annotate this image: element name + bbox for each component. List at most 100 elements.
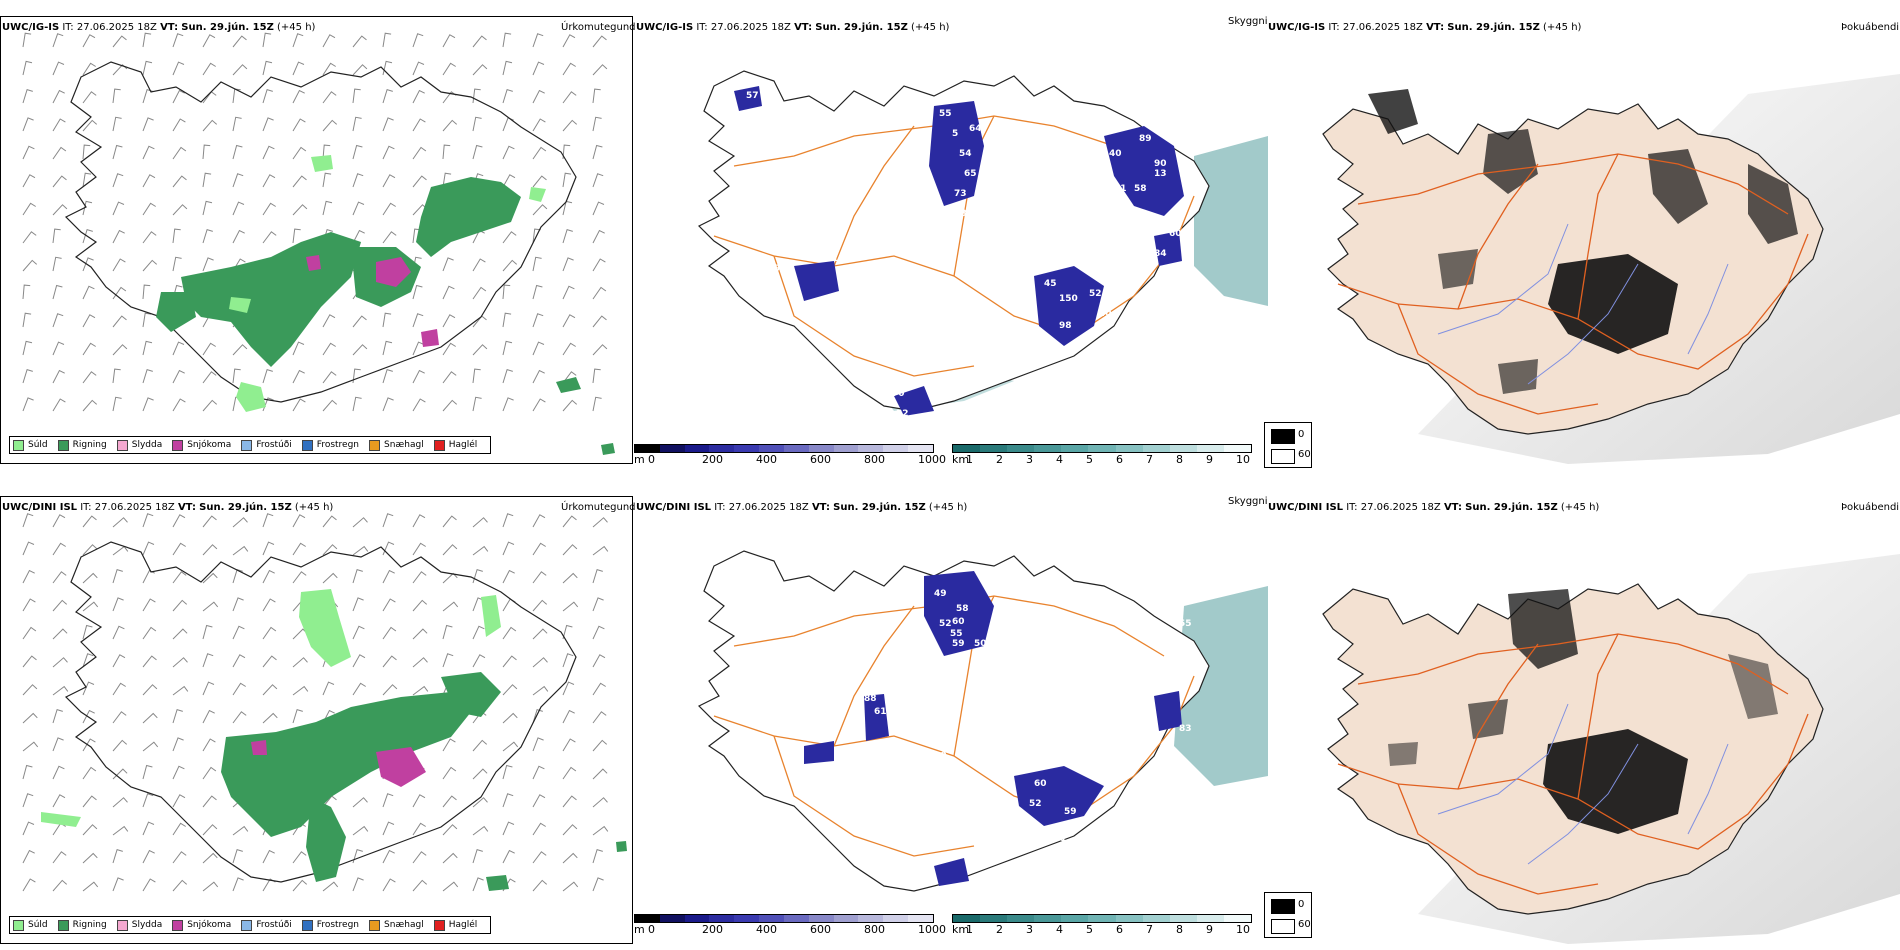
wind-barb [442, 314, 456, 328]
wind-barb [352, 88, 361, 104]
wind-barb [142, 655, 157, 668]
colorbar-tick: 4 [1056, 453, 1063, 466]
wind-barb [112, 64, 128, 76]
legend-swatch [13, 919, 24, 931]
wind-barb [142, 312, 152, 328]
visibility-sea-area [1194, 136, 1268, 306]
wind-barb [142, 117, 154, 132]
cloud-base-label: 83 [1179, 724, 1192, 734]
wind-barb [412, 571, 427, 584]
wind-barb [292, 341, 305, 356]
fog-panel-bottom [1268, 514, 1900, 944]
wind-barb [382, 513, 394, 528]
wind-barb [172, 708, 183, 724]
wind-barb [562, 624, 573, 640]
wind-barb [202, 852, 218, 864]
wind-barb [532, 514, 546, 528]
wind-barb [382, 231, 397, 244]
wind-barb [592, 739, 608, 752]
fog-panel-top [1268, 34, 1900, 464]
cloud-panel-bottom: 49 58 52 60 55 59 50 98 88 61 60 52 59 58 31 30 45 82 55 83… [634, 496, 1312, 944]
wind-barb [172, 542, 186, 556]
wind-barb [202, 572, 218, 584]
wind-barb [202, 172, 212, 188]
legend-item: Frostregn [301, 919, 359, 931]
wind-barb [52, 175, 67, 188]
fog-map-bottom [1322, 554, 1900, 944]
wind-barb [502, 368, 513, 384]
colorbar-tick: 600 [810, 923, 831, 936]
vt-value: Sun. 29.jún. 15Z [833, 502, 926, 513]
wind-barb [112, 229, 125, 244]
wind-barb [532, 341, 545, 356]
wind-barb [202, 653, 214, 668]
wind-barb [532, 284, 543, 300]
wind-barb [412, 175, 427, 188]
wind-barb [262, 513, 274, 528]
wind-barb [472, 344, 488, 356]
wind-barb [112, 173, 124, 188]
header-fog-top: UWC/IG-IS IT: 27.06.2025 18Z VT: Sun. 29… [1268, 22, 1581, 34]
wind-barb [322, 144, 331, 160]
legend-item: Frostregn [301, 439, 359, 451]
colorbar-segment [1088, 445, 1116, 452]
wind-barb [352, 568, 363, 584]
cloud-base-label: 70 [892, 389, 905, 399]
cloud-base-label: 67 [874, 354, 887, 364]
vt-label: VT: [794, 22, 813, 33]
cloud-base-label: 60 [1169, 229, 1182, 239]
wind-barb [112, 654, 126, 668]
wind-barb [592, 848, 603, 864]
wind-barb [412, 794, 426, 808]
wind-barb [532, 89, 545, 104]
cloud-base-label: 64 [969, 124, 982, 134]
wind-barb [52, 398, 66, 412]
wind-barb [22, 231, 37, 244]
wind-barb [232, 144, 243, 160]
wind-barb [322, 371, 337, 384]
wind-barb [472, 848, 483, 864]
colorbar-tick: 10 [1236, 923, 1250, 936]
cloud-base-label: 20 [934, 751, 947, 761]
wind-barb [22, 368, 33, 384]
wind-barb [142, 626, 157, 640]
wind-barb [592, 368, 601, 384]
river-network [1437, 223, 1729, 385]
legend-item: Rigning [57, 439, 107, 451]
fog-dark-areas [1368, 89, 1798, 394]
wind-barb [142, 284, 151, 300]
wind-barb [532, 708, 543, 724]
wind-barb [502, 569, 515, 584]
wind-barb [502, 712, 518, 724]
wind-barb [172, 33, 184, 48]
it-label: IT: [1328, 22, 1340, 33]
panel-title-precip-top: Úrkomutegund [561, 22, 636, 33]
panel-title-fog-bottom: Þokuábendi [1841, 502, 1900, 513]
colorbar-tick: 1000 [918, 453, 946, 466]
wind-barb [232, 682, 246, 696]
legend-swatch [13, 439, 24, 451]
wind-barb [412, 369, 425, 384]
wind-barb [52, 146, 67, 160]
cloud-base-label: 5 [952, 129, 958, 139]
wind-barb [412, 284, 423, 300]
colorbar-tick: 5 [1086, 923, 1093, 936]
wind-barb [202, 824, 218, 836]
legend-item: Rigning [57, 919, 107, 931]
wind-barb [412, 599, 428, 612]
wind-barb [472, 144, 483, 160]
wind-barb [592, 625, 605, 640]
colorbar-segment [709, 915, 735, 922]
legend-label: Haglél [448, 440, 478, 450]
wind-barb [22, 764, 33, 780]
wind-barb [112, 396, 122, 412]
vt-label: VT: [1443, 502, 1462, 513]
colorbar-tick: 400 [756, 923, 777, 936]
cloud-base-label: 54 [1174, 269, 1187, 279]
legend-label: Rigning [72, 920, 107, 930]
cloud-base-label: 60 [1034, 779, 1047, 789]
wind-barb [322, 681, 335, 696]
wind-barb [52, 61, 65, 76]
wind-barb [172, 685, 189, 696]
